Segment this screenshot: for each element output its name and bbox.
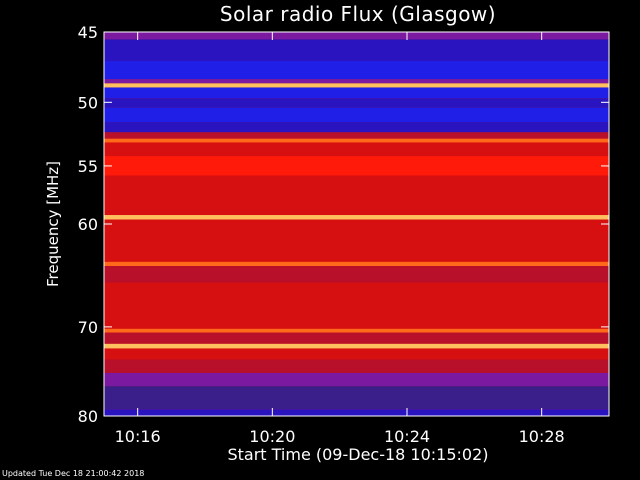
frequency-band bbox=[104, 332, 609, 344]
frequency-band bbox=[104, 107, 609, 123]
frequency-band bbox=[104, 175, 609, 216]
x-axis-label: Start Time (09-Dec-18 10:15:02) bbox=[227, 445, 489, 464]
chart-title: Solar radio Flux (Glasgow) bbox=[219, 2, 497, 26]
x-tick-label: 10:24 bbox=[384, 427, 430, 446]
frequency-band bbox=[104, 343, 609, 349]
frequency-band bbox=[104, 87, 609, 99]
frequency-band bbox=[104, 98, 609, 108]
frequency-band bbox=[104, 122, 609, 133]
x-tick-label: 10:16 bbox=[115, 427, 161, 446]
frequency-band bbox=[104, 132, 609, 139]
frequency-band bbox=[104, 359, 609, 373]
frequency-band bbox=[104, 219, 609, 262]
frequency-band bbox=[104, 32, 609, 40]
updated-timestamp: Updated Tue Dec 18 21:00:42 2018 bbox=[2, 469, 145, 478]
x-axis-ticks: 10:16 10:20 10:24 10:28 bbox=[115, 32, 565, 446]
frequency-band bbox=[104, 386, 609, 410]
spectrogram-bands bbox=[104, 32, 609, 416]
frequency-band bbox=[104, 156, 609, 176]
y-axis-label: Frequency [MHz] bbox=[44, 160, 62, 288]
frequency-band bbox=[104, 61, 609, 80]
frequency-band bbox=[104, 83, 609, 88]
y-tick-label: 80 bbox=[78, 407, 98, 426]
frequency-band bbox=[104, 79, 609, 84]
frequency-band bbox=[104, 348, 609, 360]
frequency-band bbox=[104, 39, 609, 62]
frequency-band bbox=[104, 409, 609, 416]
y-tick-label: 45 bbox=[78, 23, 98, 42]
frequency-band bbox=[104, 372, 609, 387]
x-tick-label: 10:20 bbox=[249, 427, 295, 446]
frequency-band bbox=[104, 266, 609, 283]
y-axis-ticks: 45 50 55 60 70 80 bbox=[78, 23, 609, 426]
frequency-band bbox=[104, 282, 609, 329]
frequency-band bbox=[104, 215, 609, 220]
frequency-band bbox=[104, 261, 609, 267]
frequency-band bbox=[104, 328, 609, 333]
x-tick-label: 10:28 bbox=[519, 427, 565, 446]
y-tick-label: 60 bbox=[78, 215, 98, 234]
frequency-band bbox=[104, 142, 609, 157]
y-tick-label: 70 bbox=[78, 318, 98, 337]
y-tick-label: 55 bbox=[78, 157, 98, 176]
frequency-band bbox=[104, 138, 609, 143]
y-tick-label: 50 bbox=[78, 93, 98, 112]
